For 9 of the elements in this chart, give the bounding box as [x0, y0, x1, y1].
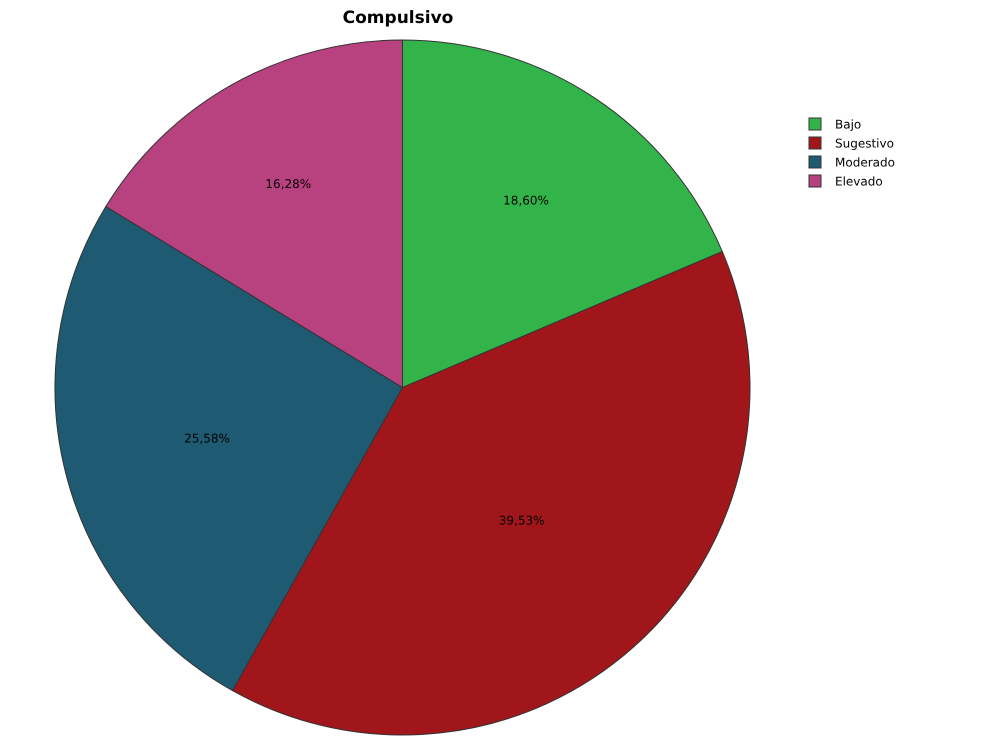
- data-label: 25,58%: [184, 432, 230, 446]
- legend-label: Sugestivo: [835, 136, 894, 151]
- data-label: 39,53%: [498, 513, 545, 528]
- legend-label: Elevado: [835, 174, 883, 189]
- legend-label: Moderado: [835, 156, 895, 170]
- chart-title: Compulsivo: [342, 8, 454, 28]
- legend-label: Bajo: [835, 118, 862, 132]
- data-label: 18,60%: [503, 194, 549, 208]
- data-label: 16,28%: [265, 177, 312, 192]
